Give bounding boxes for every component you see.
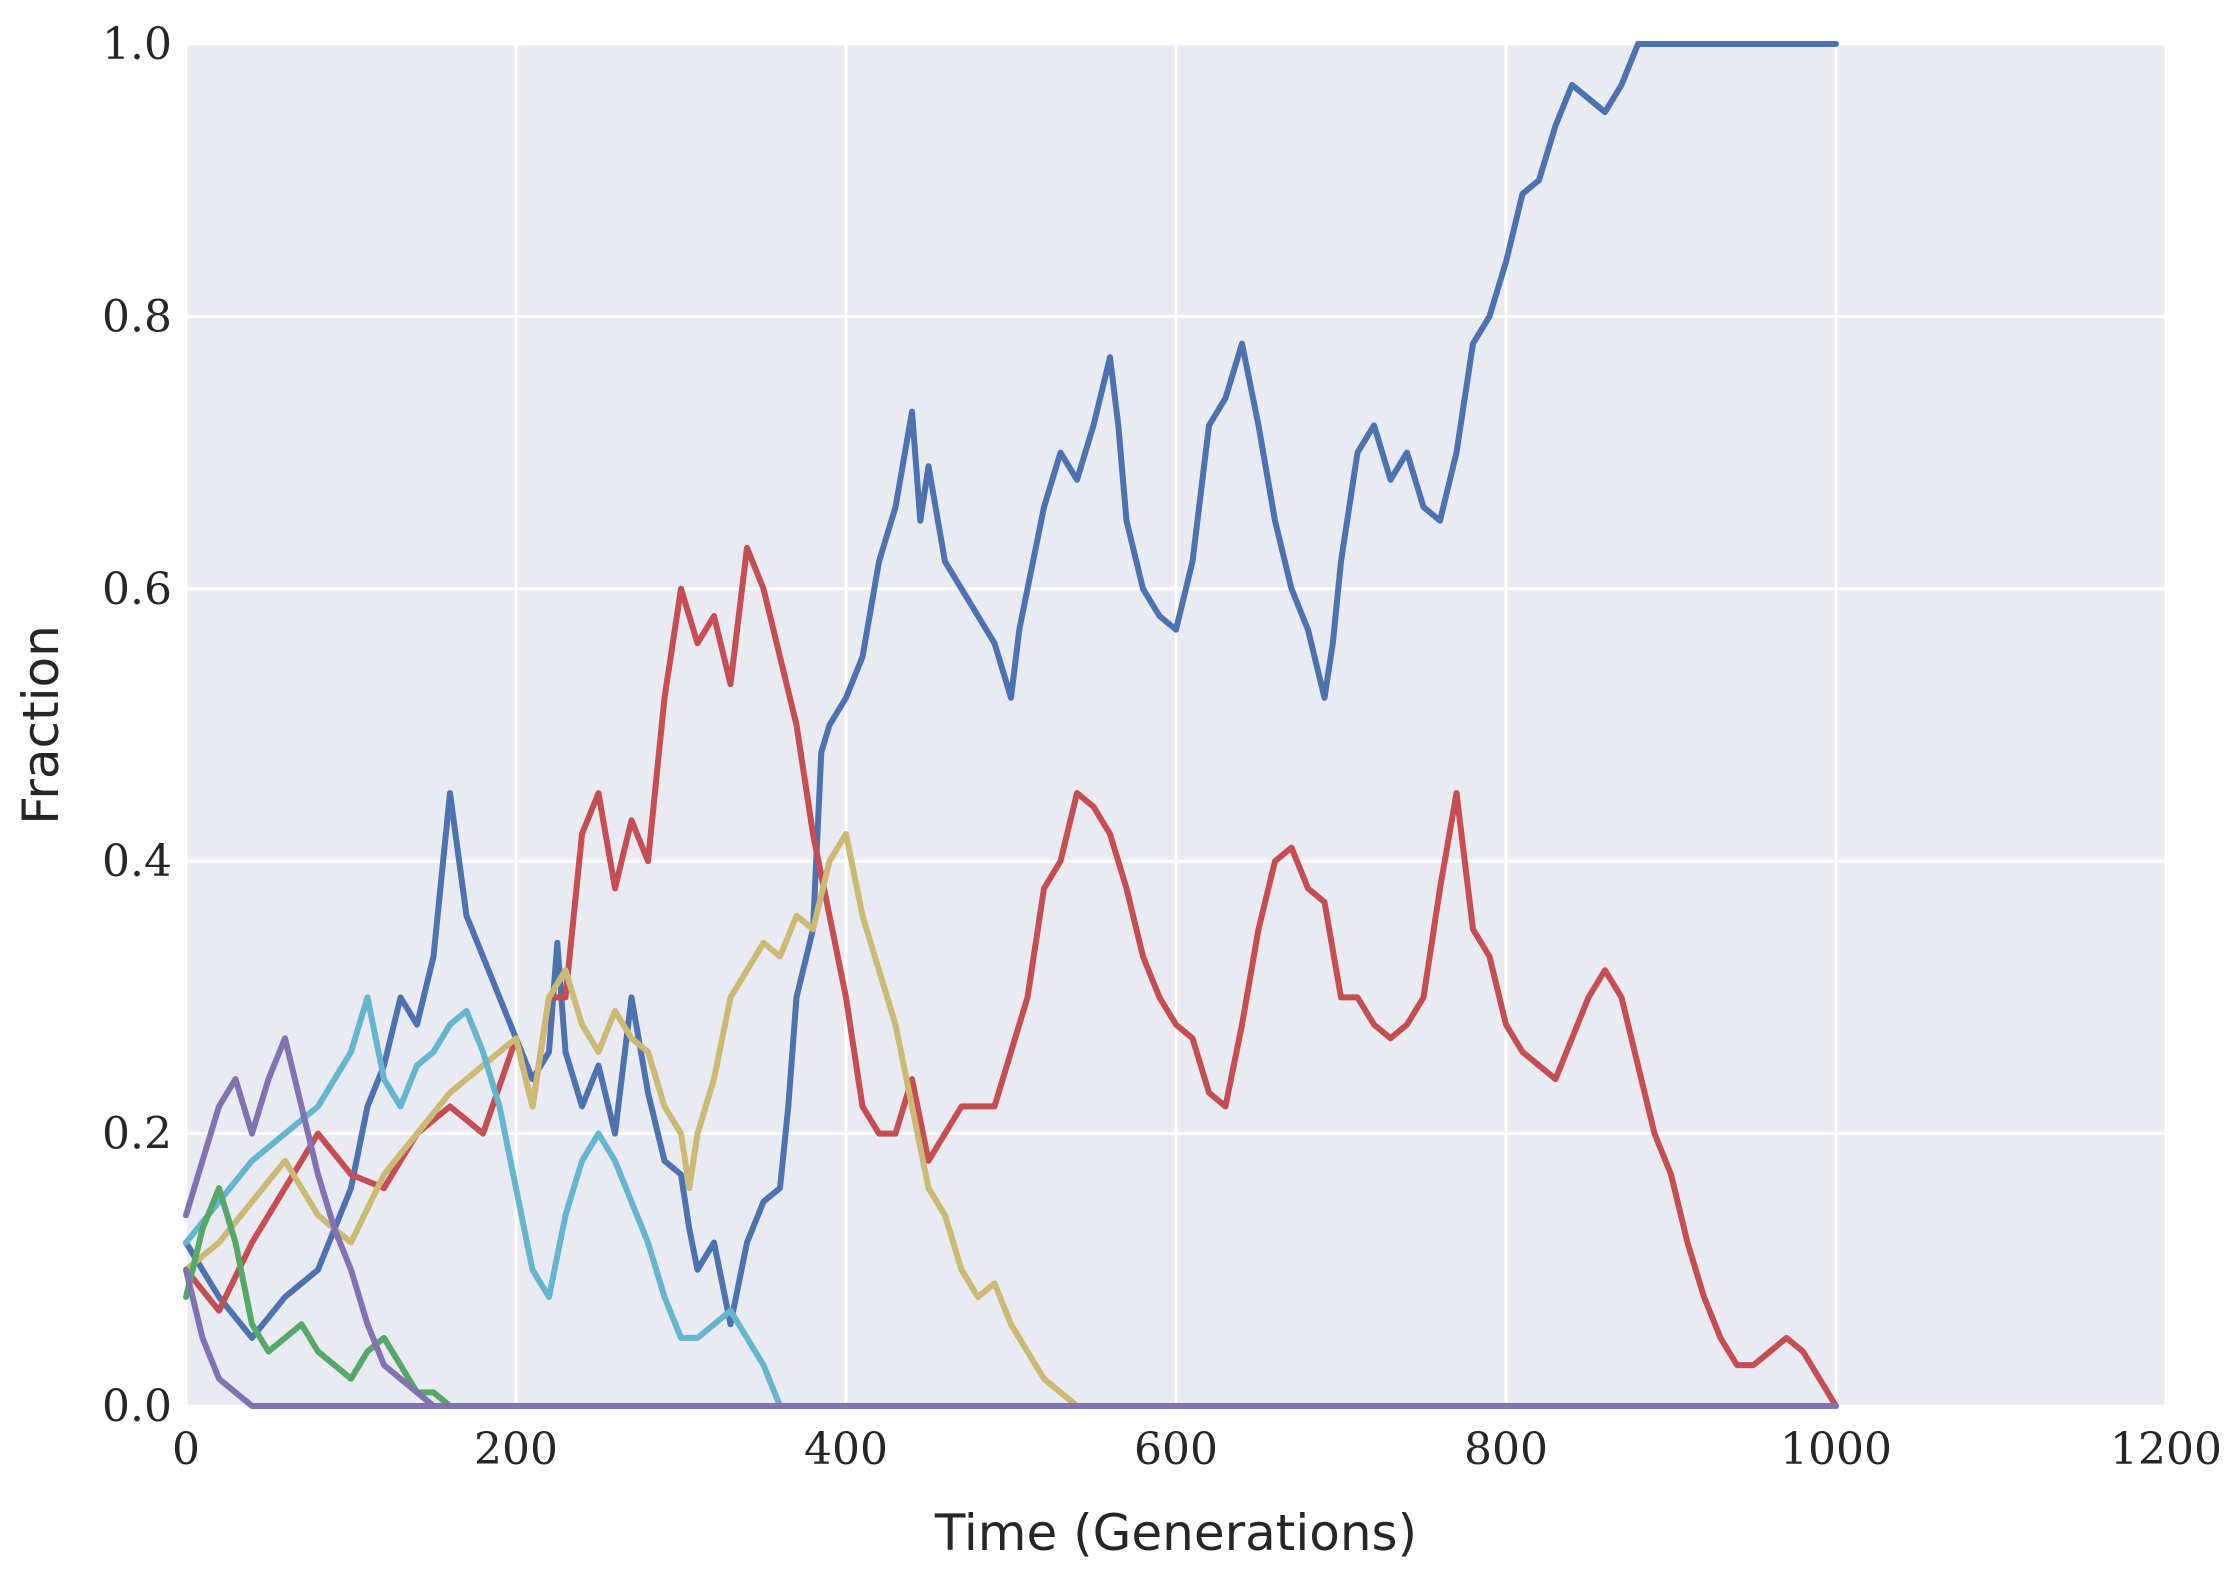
y-tick-label: 0.0 — [102, 1381, 172, 1432]
series-line-6 — [183, 1035, 437, 1409]
tick-labels: 0 200 400 600 800 1000 1200 0.0 0.2 0.4 0.6 0.8 1.0 — [102, 19, 2222, 1475]
series-layer — [183, 41, 1839, 1409]
x-tick-label: 1000 — [1780, 1424, 1892, 1475]
y-tick-label: 0.6 — [102, 564, 172, 615]
x-tick-label: 200 — [474, 1424, 558, 1475]
series-line-7 — [183, 1266, 1839, 1409]
series-line-3 — [183, 831, 1080, 1409]
x-tick-label: 1200 — [2110, 1424, 2222, 1475]
x-axis-label: Time (Generations) — [934, 1504, 1417, 1562]
y-tick-label: 0.4 — [102, 836, 172, 887]
y-tick-label: 0.8 — [102, 291, 172, 342]
series-line-2 — [183, 544, 1839, 1409]
series-line-5 — [183, 1185, 453, 1409]
y-tick-label: 1.0 — [102, 19, 172, 70]
x-tick-label: 0 — [172, 1424, 200, 1475]
y-axis-label: Fraction — [12, 625, 70, 825]
y-tick-label: 0.2 — [102, 1109, 172, 1160]
x-tick-label: 800 — [1464, 1424, 1548, 1475]
series-line-4 — [183, 994, 783, 1409]
x-tick-label: 600 — [1134, 1424, 1218, 1475]
x-tick-label: 400 — [804, 1424, 888, 1475]
